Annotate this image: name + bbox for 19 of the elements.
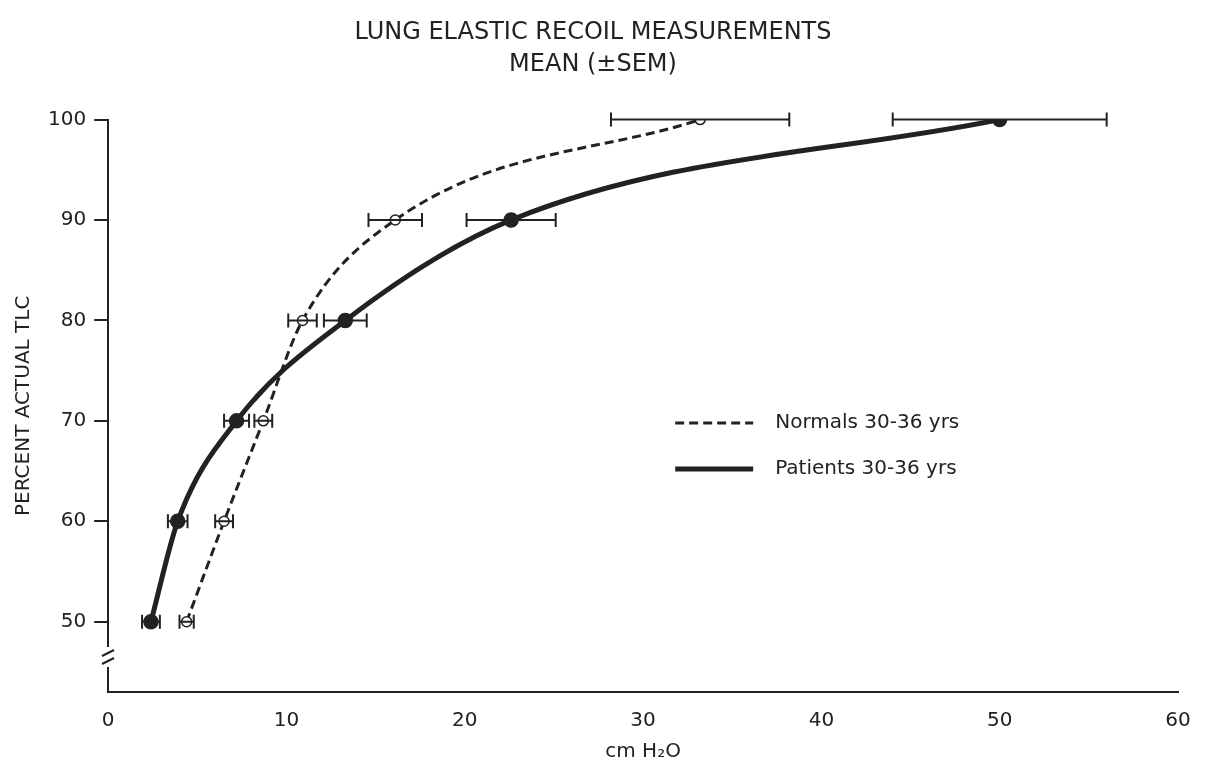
y-tick-label: 100: [47, 105, 87, 130]
x-tick-label: 40: [808, 707, 835, 732]
x-tick-label: 50: [986, 707, 1013, 732]
y-axis-title: PERCENT ACTUAL TLC: [10, 295, 35, 516]
x-tick-label: 20: [452, 707, 478, 732]
y-tick-label: 80: [60, 306, 87, 331]
y-tick-label: 50: [60, 607, 87, 632]
x-axis-title: cm H₂O: [605, 738, 681, 763]
y-tick-label: 60: [60, 507, 87, 532]
y-tick-label: 90: [60, 206, 87, 231]
chart-subtitle: MEAN (±SEM): [509, 49, 677, 78]
x-tick-label: 0: [101, 707, 115, 732]
x-tick-label: 10: [273, 707, 300, 732]
y-tick-label: 70: [60, 407, 87, 432]
x-tick-label: 30: [630, 707, 656, 732]
x-tick-label: 60: [1165, 707, 1191, 732]
legend-label: Patients 30-36 yrs: [775, 455, 957, 480]
chart-title: LUNG ELASTIC RECOIL MEASUREMENTS: [354, 16, 832, 45]
legend-label: Normals 30-36 yrs: [775, 409, 960, 434]
